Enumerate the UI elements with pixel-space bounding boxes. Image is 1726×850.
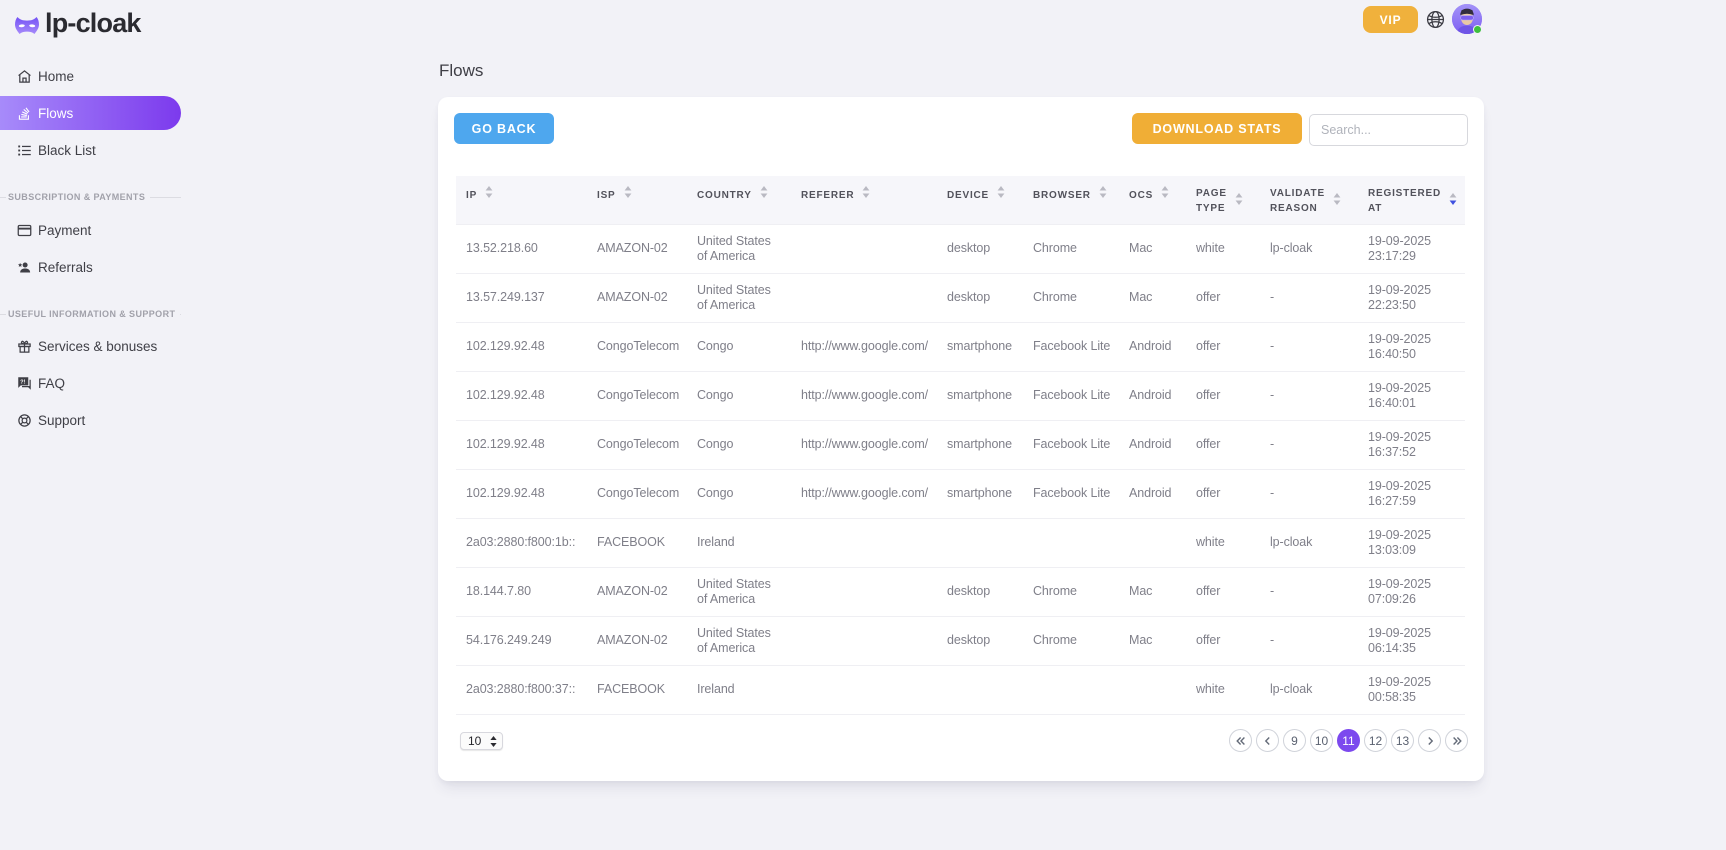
svg-text:?!: ?! xyxy=(20,379,25,385)
